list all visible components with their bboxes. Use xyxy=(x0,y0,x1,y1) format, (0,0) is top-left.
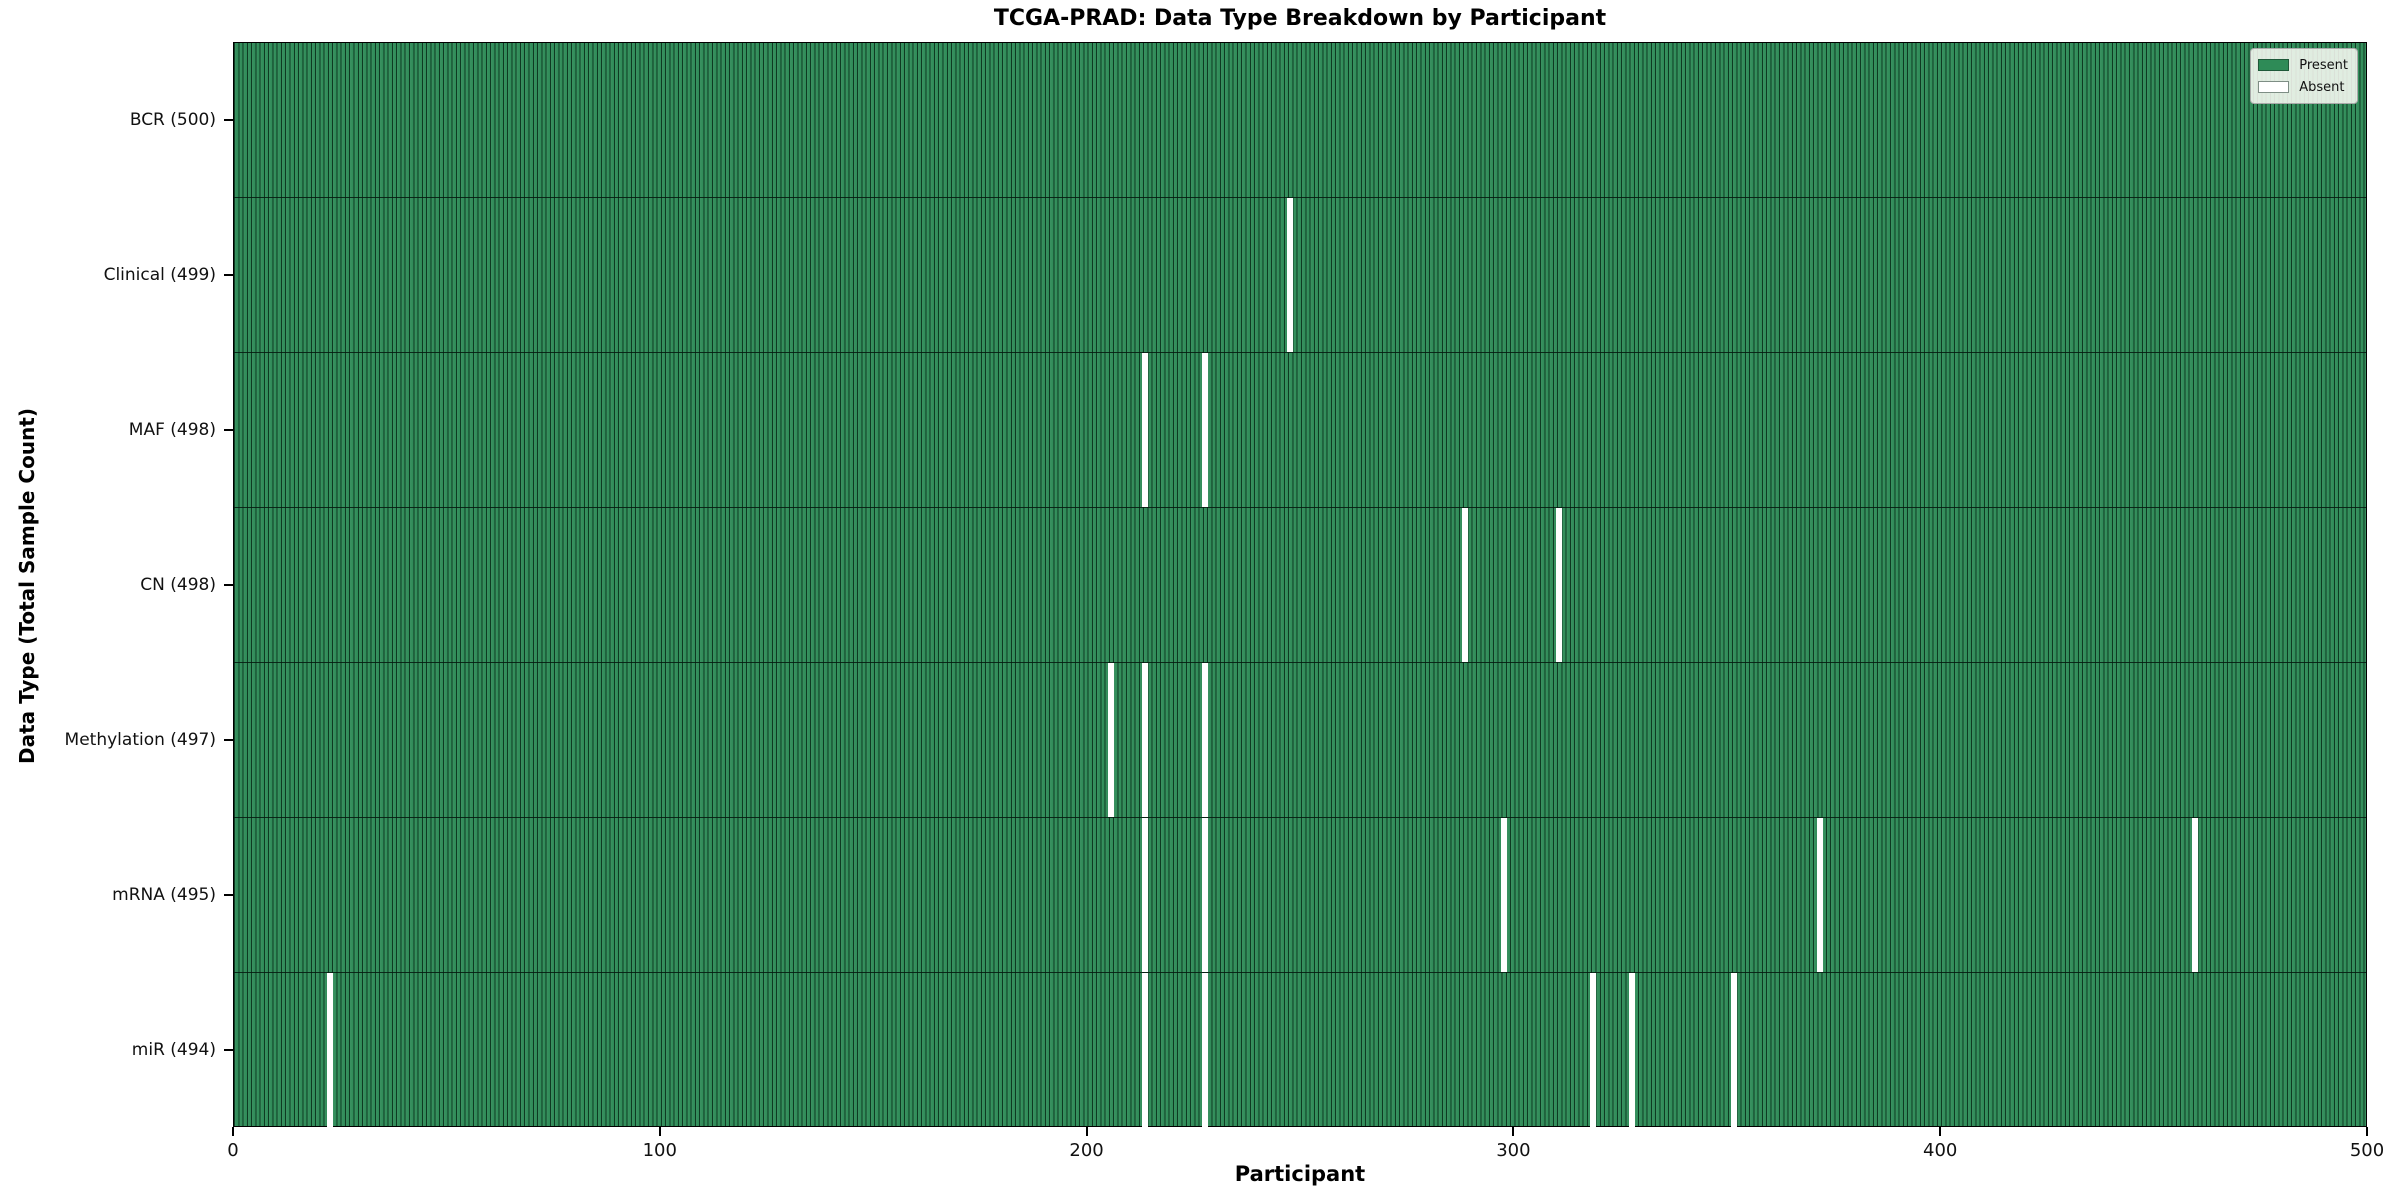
y-tick-mark xyxy=(224,583,233,586)
absent-mark-mir-p351 xyxy=(1731,973,1738,1128)
y-tick-label-cn: CN (498) xyxy=(140,574,216,595)
absent-mark-mrna-p459 xyxy=(2192,818,2199,972)
x-tick-mark xyxy=(1085,1127,1088,1136)
absent-mark-mir-p22 xyxy=(327,973,334,1128)
absent-mark-mir-p318 xyxy=(1590,973,1597,1128)
y-tick-label-methylation: Methylation (497) xyxy=(64,729,216,750)
legend-item-present: Present xyxy=(2258,54,2348,76)
absent-mark-mrna-p213 xyxy=(1142,818,1149,972)
x-tick-label-300: 300 xyxy=(1496,1140,1531,1161)
x-tick-label-0: 0 xyxy=(227,1140,239,1161)
absent-mark-methylation-p213 xyxy=(1142,663,1149,817)
legend-item-absent: Absent xyxy=(2258,76,2348,98)
absent-mark-mrna-p227 xyxy=(1201,818,1208,972)
absent-mark-cn-p310 xyxy=(1556,508,1563,662)
absent-mark-mir-p327 xyxy=(1628,973,1635,1128)
x-tick-mark xyxy=(1512,1127,1515,1136)
x-axis-label: Participant xyxy=(1234,1162,1366,1186)
x-tick-label-100: 100 xyxy=(642,1140,677,1161)
absent-mark-methylation-p205 xyxy=(1108,663,1115,817)
x-tick-label-200: 200 xyxy=(1069,1140,1104,1161)
chart-title: TCGA-PRAD: Data Type Breakdown by Partic… xyxy=(993,6,1607,31)
present-swatch-icon xyxy=(2258,59,2290,71)
heatmap-row-cn xyxy=(234,508,2366,663)
plot-area: Present Absent xyxy=(233,42,2367,1128)
absent-mark-mrna-p371 xyxy=(1816,818,1823,972)
y-tick-label-mrna: mRNA (495) xyxy=(112,884,216,905)
heatmap-row-maf xyxy=(234,353,2366,508)
y-tick-mark xyxy=(224,738,233,741)
y-tick-mark xyxy=(224,428,233,431)
y-tick-mark xyxy=(224,118,233,121)
y-tick-mark xyxy=(224,1048,233,1051)
y-tick-mark xyxy=(224,893,233,896)
y-tick-label-clinical: Clinical (499) xyxy=(103,264,216,285)
heatmap-row-clinical xyxy=(234,198,2366,353)
absent-mark-cn-p288 xyxy=(1462,508,1469,662)
absent-mark-methylation-p227 xyxy=(1201,663,1208,817)
absent-mark-mir-p227 xyxy=(1201,973,1208,1128)
absent-mark-maf-p213 xyxy=(1142,353,1149,507)
x-tick-mark xyxy=(1939,1127,1942,1136)
x-tick-mark xyxy=(658,1127,661,1136)
x-tick-mark xyxy=(2366,1127,2368,1136)
x-tick-label-400: 400 xyxy=(1923,1140,1958,1161)
legend-present-label: Present xyxy=(2299,57,2348,73)
x-tick-label-500: 500 xyxy=(2349,1140,2385,1161)
absent-mark-clinical-p247 xyxy=(1287,198,1294,352)
absent-mark-mir-p213 xyxy=(1142,973,1149,1128)
absent-swatch-icon xyxy=(2258,81,2290,93)
x-tick-mark xyxy=(232,1127,234,1136)
absent-mark-mrna-p297 xyxy=(1500,818,1507,972)
legend: Present Absent xyxy=(2250,48,2358,104)
y-tick-label-mir: miR (494) xyxy=(131,1039,216,1060)
y-tick-mark xyxy=(224,273,233,276)
legend-absent-label: Absent xyxy=(2299,79,2345,95)
absent-mark-maf-p227 xyxy=(1201,353,1208,507)
y-tick-label-bcr: BCR (500) xyxy=(129,109,216,130)
heatmap-row-bcr xyxy=(234,43,2366,198)
heatmap-row-mrna xyxy=(234,818,2366,973)
y-tick-label-maf: MAF (498) xyxy=(128,419,216,440)
heatmap-row-mir xyxy=(234,973,2366,1128)
heatmap-row-methylation xyxy=(234,663,2366,818)
